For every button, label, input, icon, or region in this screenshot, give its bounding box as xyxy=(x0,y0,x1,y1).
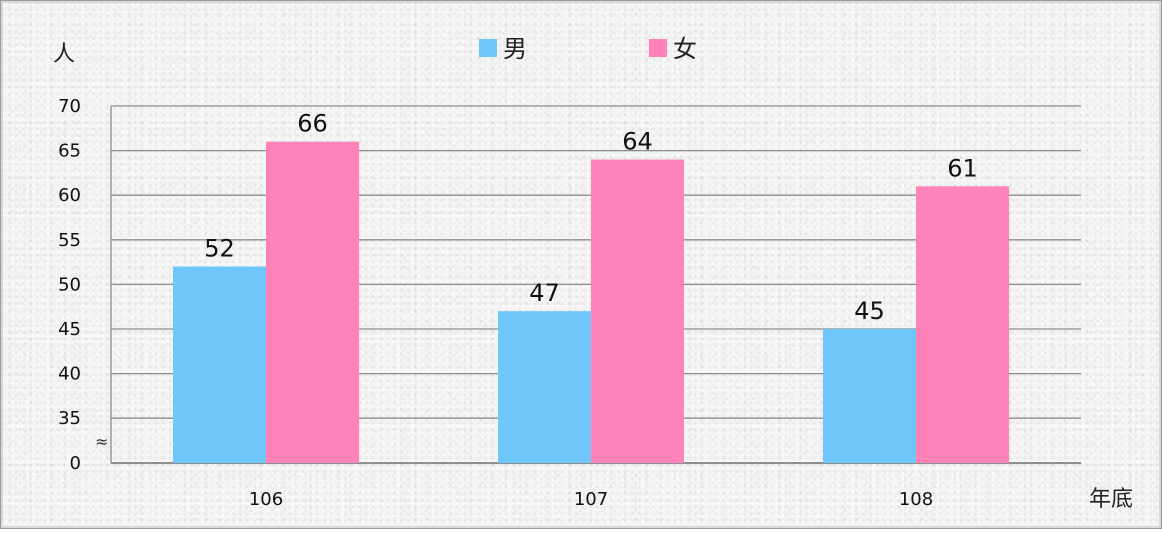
x-tick-label: 106 xyxy=(249,489,283,510)
y-axis-label: 人 xyxy=(53,42,75,67)
x-tick-labels: 106 107 108 xyxy=(249,489,933,510)
data-label: 47 xyxy=(529,279,560,307)
data-label: 66 xyxy=(297,110,328,138)
bar xyxy=(173,266,266,463)
x-tick-label: 107 xyxy=(574,489,608,510)
bar xyxy=(823,329,916,463)
y-tick-label: 40 xyxy=(58,364,81,385)
y-tick-label: 55 xyxy=(58,230,81,251)
legend-swatch xyxy=(479,39,497,57)
bar xyxy=(591,159,684,463)
bar xyxy=(498,311,591,463)
y-tick-label: 60 xyxy=(58,185,81,206)
legend: 男女 xyxy=(479,35,697,63)
y-tick-label: 35 xyxy=(58,408,81,429)
y-tick-labels: 0 35 40 45 50 55 60 65 70 xyxy=(58,96,81,474)
axis-break-symbol: ≈ xyxy=(95,432,108,451)
x-tick-label: 108 xyxy=(899,489,933,510)
data-labels: 52 66 47 64 45 61 xyxy=(204,110,978,325)
bar xyxy=(266,141,359,463)
bar xyxy=(916,186,1009,463)
y-tick-label: 70 xyxy=(58,96,81,117)
x-axis-label: 年底 xyxy=(1089,487,1133,512)
data-label: 52 xyxy=(204,235,235,263)
data-label: 45 xyxy=(854,297,885,325)
legend-label: 女 xyxy=(673,35,697,63)
y-tick-label: 50 xyxy=(58,274,81,295)
data-label: 64 xyxy=(622,128,653,156)
legend-label: 男 xyxy=(503,35,527,63)
y-tick-label: 45 xyxy=(58,319,81,340)
y-tick-label: 65 xyxy=(58,141,81,162)
bars xyxy=(173,141,1009,463)
y-tick-label: 0 xyxy=(70,453,81,474)
data-label: 61 xyxy=(947,154,978,182)
legend-swatch xyxy=(649,39,667,57)
